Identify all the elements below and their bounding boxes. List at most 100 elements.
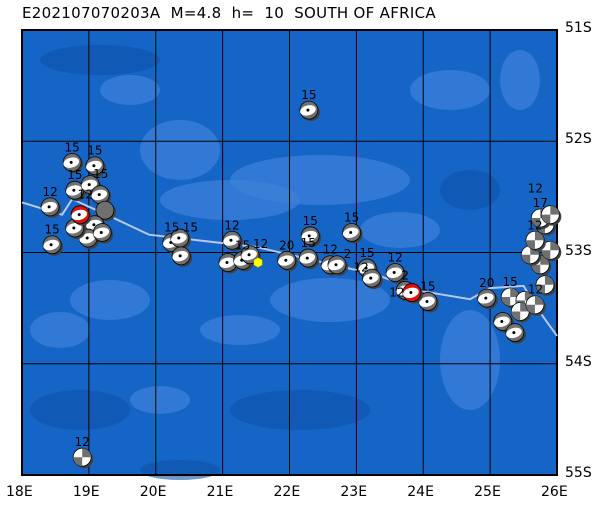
beachball-quadrant [541,214,551,224]
focal-mechanism-beachball [298,248,320,270]
beachball-center-dot [500,319,504,323]
bathymetry-shallow [360,212,440,248]
beachball-quadrant [534,295,544,305]
beachball-center-dot [349,230,353,234]
bathymetry-shallow [410,70,490,110]
beachball-center-dot [47,205,51,209]
depth-label: 15 [503,275,518,289]
lon-tick-label: 26E [541,484,568,500]
lon-tick-label: 18E [6,484,33,500]
focal-mechanism-beachball [222,230,243,252]
beachball-center-dot [307,234,311,238]
focal-mechanism-beachball [505,323,526,344]
focal-mechanism-beachball [477,288,498,310]
depth-label: 15 [65,140,80,154]
depth-label: 15 [303,214,318,228]
beachball-center-dot [92,223,96,227]
bathymetry-deep [230,390,370,430]
beachball-center-dot [178,254,182,258]
depth-label: 12 [389,286,404,300]
bathymetry-shallow [140,120,220,180]
depth-label: 12 [388,251,403,265]
depth-label: 15 [359,246,374,260]
beachball-center-dot [69,160,73,164]
beachball-quadrant [510,288,520,297]
beachball-center-dot [97,193,101,197]
depth-label: 12 [75,435,90,449]
focal-mechanism-beachball [62,152,84,174]
depth-label: 15 [420,279,435,293]
focal-mechanism-beachball [72,447,94,469]
focal-mechanism-beachball [535,275,556,296]
beachball-quadrant [511,311,521,321]
lat-tick-label: 54S [565,353,592,370]
beachball-quadrant [501,297,511,306]
bathymetry-shallow [160,180,300,220]
beachball-center-dot [92,164,96,168]
focal-mechanism-beachball [540,205,562,226]
focal-mechanism-beachball [277,250,298,272]
lon-tick-label: 19E [72,484,100,500]
lat-tick-label: 53S [565,242,592,259]
depth-label: 15 [301,236,316,250]
depth-label: 15 [44,223,59,237]
focal-mechanism-beachball [525,295,546,316]
depth-label: 15 [164,220,179,234]
depth-label: 12 [527,218,542,232]
focal-mechanism-beachball [70,205,92,226]
beachball-quadrant [534,231,544,241]
bathymetry-shallow [70,280,150,320]
lon-tick-label: 24E [407,484,434,500]
focal-mechanism-beachball [385,263,407,284]
beachball-center-dot [49,243,53,247]
lon-tick-label: 25E [474,484,501,500]
beachball-quadrant [535,284,545,294]
depth-label: 20 [279,238,294,252]
beachball-quadrant [82,448,92,458]
focal-mechanism-beachball [327,255,348,276]
beachball-quadrant [550,241,560,251]
bathymetry-shallow [500,50,540,110]
beachball-center-dot [72,226,76,230]
focal-mechanism-beachball [540,240,562,262]
lon-tick-label: 20E [139,484,167,500]
beachball-quadrant [544,275,554,285]
beachball-center-dot [85,236,89,240]
beachball-center-dot [77,213,81,217]
epicenter-hexagon-icon [253,257,263,268]
focal-mechanism-beachball [418,292,439,313]
beachball-center-dot [306,108,310,112]
lon-tick-label: 22E [273,484,301,500]
beachball-center-dot [409,291,413,295]
bathymetry-shallow [100,75,160,105]
bathymetry-shallow [30,312,90,348]
beachball-circle [95,200,115,220]
lat-tick-label: 51S [565,20,592,36]
beachball-quadrant [531,218,541,228]
beachball-quadrant [531,264,541,274]
beachball-quadrant [550,205,560,215]
beachball-center-dot [99,230,103,234]
beachball-center-dot [72,188,76,192]
beachball-center-dot [512,331,516,335]
depth-label: 12 [42,185,57,199]
depth-label: 12 [253,237,268,251]
focal-mechanism-beachball [300,226,322,247]
beachball-quadrant [525,304,535,314]
depth-label: 15 [301,88,316,102]
focal-mechanism-beachball [40,197,62,218]
beachball-center-dot [369,276,373,280]
depth-label: 12 [323,243,338,257]
depth-label: 20 [479,276,494,290]
depth-label: 15 [87,144,102,158]
depth-label: 12 [528,182,543,196]
focal-mechanism-beachball [218,253,239,274]
bathymetry-deep [140,460,220,480]
lat-tick-label: 55S [565,465,592,481]
focal-mechanism-beachball [42,235,64,256]
beachball-center-dot [225,261,229,265]
focal-mechanism-beachball [402,283,423,304]
depth-label: 12 [354,260,369,274]
focal-mechanism-beachball [171,246,193,267]
